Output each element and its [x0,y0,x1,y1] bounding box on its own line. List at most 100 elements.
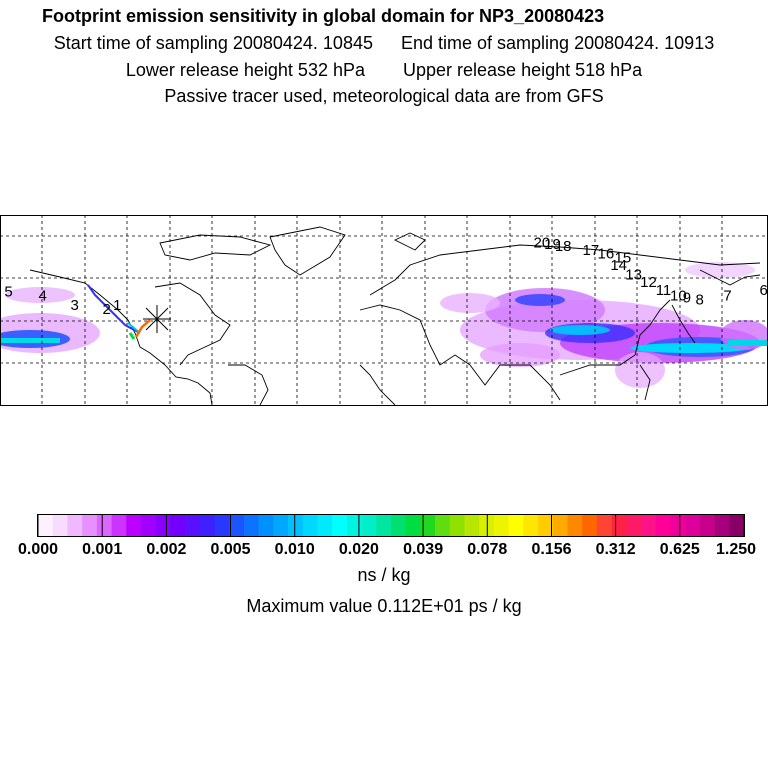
field-patch [485,288,605,332]
field-patch [728,340,768,346]
field-patch [550,325,610,335]
colorbar-cell [508,515,524,536]
start-time-label: Start time of sampling 20080424. 10845 [53,33,373,53]
field-patch [630,343,750,353]
trajectory-label-1: 1 [113,297,121,314]
colorbar-cell [170,515,186,536]
colorbar-cell [376,515,392,536]
colorbar-ticks [37,515,745,536]
trajectory-label-18: 18 [555,238,572,255]
colorbar-tick-label: 0.625 [660,541,700,558]
colorbar-tick-label: 1.250 [716,541,756,558]
colorbar-cell [626,515,642,536]
colorbar-cell [214,515,230,536]
trajectory-label-19: 19 [544,236,561,253]
trajectory-label-2: 2 [103,301,111,318]
colorbar-tick-label: 0.156 [531,541,571,558]
trajectory-label-12: 12 [640,274,657,291]
coastline [699,269,761,286]
colorbar-cell [523,515,539,536]
coastline [359,364,396,405]
back-trajectory [87,284,151,340]
colorbar-cell [391,515,407,536]
sampling-times-line: Start time of sampling 20080424. 10845 En… [0,33,768,54]
trajectory-label-14: 14 [610,257,627,274]
trajectory-label-4: 4 [39,288,47,305]
coastline [393,232,426,251]
trajectory-label-13: 13 [625,267,642,284]
coastline [369,244,761,296]
trajectory-label-17: 17 [583,242,600,259]
colorbar-cell [552,515,568,536]
colorbar-cell [729,515,745,536]
colorbar-cell [449,515,465,536]
field-patch [480,343,560,367]
trajectory-label-7: 7 [723,288,731,305]
field-patch [0,338,60,343]
colorbar-tick-label: 0.005 [210,541,250,558]
colorbar-cell [258,515,274,536]
trajectory-segment [128,332,136,340]
trajectory-label-8: 8 [696,291,704,308]
colorbar-tick-label: 0.001 [82,541,122,558]
colorbar-cell [273,515,289,536]
colorbar-cell [435,515,451,536]
tracer-note: Passive tracer used, meteorological data… [164,86,604,106]
colorbar-cell [155,515,171,536]
colorbar-cell [111,515,127,536]
release-point-marker [143,305,171,333]
release-heights-line: Lower release height 532 hPa Upper releas… [0,60,768,81]
trajectory-segment [134,319,151,338]
sensitivity-field [0,262,768,388]
trajectory-label-3: 3 [71,297,79,314]
colorbar-cell [243,515,259,536]
trajectory-label-9: 9 [683,289,691,306]
field-patch [685,262,755,278]
colorbar-cell [361,515,377,536]
coastline [159,234,272,261]
colorbar-cell [538,515,554,536]
colorbar-cell [493,515,509,536]
colorbar-cell [288,515,304,536]
colorbar-tick-label: 0.010 [275,541,315,558]
trajectory-label-6: 6 [760,282,768,299]
trajectory-label-16: 16 [598,246,615,263]
trajectory-label-11: 11 [656,282,672,299]
coastline [269,226,346,276]
coastline [359,304,561,401]
colorbar-cell [699,515,715,536]
colorbar-cells [38,515,745,536]
field-patch [5,287,75,303]
chart-title: Footprint emission sensitivity in global… [42,6,605,26]
colorbar-cell [126,515,142,536]
lower-height-label: Lower release height 532 hPa [125,60,365,80]
graticule [0,215,768,405]
colorbar-cell [82,515,98,536]
colorbar-cell [317,515,333,536]
colorbar-cell [302,515,318,536]
colorbar-cell [611,515,627,536]
colorbar-cell [670,515,686,536]
colorbar-tick-label: 0.000 [18,541,58,558]
field-patch [515,294,565,306]
colorbar-cell [479,515,495,536]
colorbar-tick-label: 0.002 [146,541,186,558]
colorbar-cell [140,515,156,536]
colorbar-unit-label: ns / kg [357,565,411,585]
colorbar-cell [685,515,701,536]
colorbar-tick-labels: 0.000 0.001 0.002 0.005 0.010 0.020 0.039 0.078… [18,541,756,558]
colorbar: 0.000 0.001 0.002 0.005 0.010 0.020 0.039 0.078… [18,514,756,558]
upper-height-label: Upper release height 518 hPa [403,60,643,80]
colorbar-cell [229,515,245,536]
coastline [154,282,231,366]
colorbar-tick-label: 0.020 [339,541,379,558]
colorbar-cell [52,515,68,536]
colorbar-tick-label: 0.078 [467,541,507,558]
colorbar-cell [641,515,657,536]
coastline [639,364,651,401]
colorbar-cell [96,515,112,536]
trajectory-label-15: 15 [615,250,632,267]
field-patch [615,352,665,388]
end-time-label: End time of sampling 20080424. 10913 [400,33,715,53]
